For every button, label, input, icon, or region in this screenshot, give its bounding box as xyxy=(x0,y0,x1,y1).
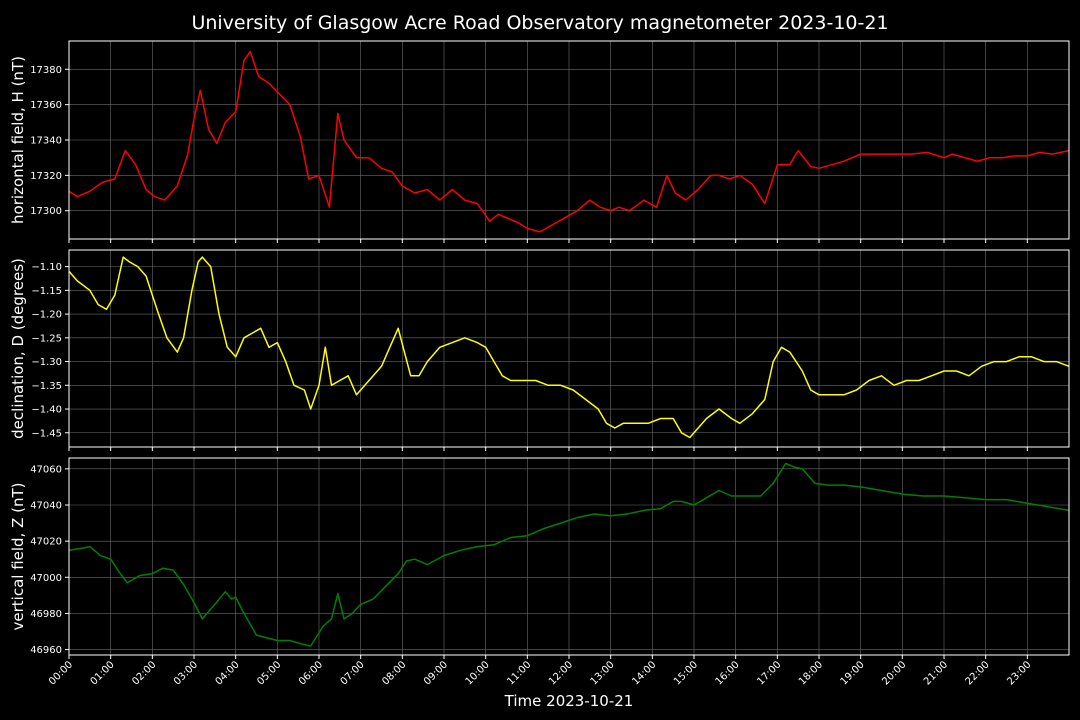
y-tick-label: 47000 xyxy=(30,573,62,584)
y-tick-label: 17360 xyxy=(30,100,62,111)
y-tick-label: 46960 xyxy=(30,645,62,656)
x-tick-label: 10:00 xyxy=(464,659,492,687)
y-tick-label: 47040 xyxy=(30,500,62,511)
plot-frame xyxy=(68,40,1070,240)
y-tick-label: −1.35 xyxy=(31,381,62,392)
x-axis-label: Time 2023-10-21 xyxy=(504,692,634,710)
x-tick-label: 09:00 xyxy=(422,659,450,687)
y-tick-label: −1.15 xyxy=(31,286,62,297)
y-tick-label: 46980 xyxy=(30,609,62,620)
y-tick-label: 17320 xyxy=(30,171,62,182)
x-tick-label: 18:00 xyxy=(797,659,825,687)
y-tick-label: −1.25 xyxy=(31,333,62,344)
plot-frame xyxy=(68,249,1070,448)
x-tick-label: 14:00 xyxy=(630,659,658,687)
y-tick-label: −1.10 xyxy=(31,262,62,273)
chart-title: University of Glasgow Acre Road Observat… xyxy=(191,12,888,34)
y-axis-label: declination, D (degrees) xyxy=(9,258,27,439)
x-tick-label: 08:00 xyxy=(380,659,408,687)
y-axis-label: vertical field, Z (nT) xyxy=(9,482,27,630)
x-tick-label: 19:00 xyxy=(839,659,867,687)
series-line-d xyxy=(68,256,1070,439)
y-tick-label: −1.45 xyxy=(31,428,62,439)
x-tick-label: 22:00 xyxy=(964,659,992,687)
series-line-z xyxy=(68,462,1070,647)
x-tick-label: 23:00 xyxy=(1005,659,1033,687)
y-tick-label: 17300 xyxy=(30,206,62,217)
x-tick-label: 12:00 xyxy=(547,659,575,687)
panel-d: −1.45 −1.40 −1.35 −1.30 −1.25 −1.20 −1.15 −1.10… xyxy=(9,249,1070,451)
x-tick-label: 20:00 xyxy=(880,659,908,687)
y-tick-label: −1.20 xyxy=(31,310,62,321)
y-tick-label: −1.30 xyxy=(31,357,62,368)
x-tick-label: 15:00 xyxy=(672,659,700,687)
x-tick-label: 06:00 xyxy=(297,659,325,687)
y-tick-label: 17380 xyxy=(30,65,62,76)
y-tick-label: 47060 xyxy=(30,464,62,475)
y-axis-label: horizontal field, H (nT) xyxy=(9,56,27,224)
x-tick-label: 07:00 xyxy=(339,659,367,687)
plot-frame xyxy=(68,457,1070,656)
series-line-h xyxy=(68,50,1070,233)
x-tick-label: 00:00 xyxy=(47,659,75,687)
x-tick-label: 01:00 xyxy=(89,659,117,687)
x-tick-label: 11:00 xyxy=(505,659,533,687)
x-tick-label: 04:00 xyxy=(214,659,242,687)
x-tick-label: 21:00 xyxy=(922,659,950,687)
y-tick-label: 17340 xyxy=(30,136,62,147)
x-tick-label: 05:00 xyxy=(255,659,283,687)
y-tick-label: −1.40 xyxy=(31,405,62,416)
x-tick-label: 17:00 xyxy=(755,659,783,687)
x-tick-label: 03:00 xyxy=(172,659,200,687)
x-tick-label: 02:00 xyxy=(130,659,158,687)
x-tick-label: 16:00 xyxy=(714,659,742,687)
x-tick-label: 13:00 xyxy=(589,659,617,687)
y-tick-label: 47020 xyxy=(30,537,62,548)
